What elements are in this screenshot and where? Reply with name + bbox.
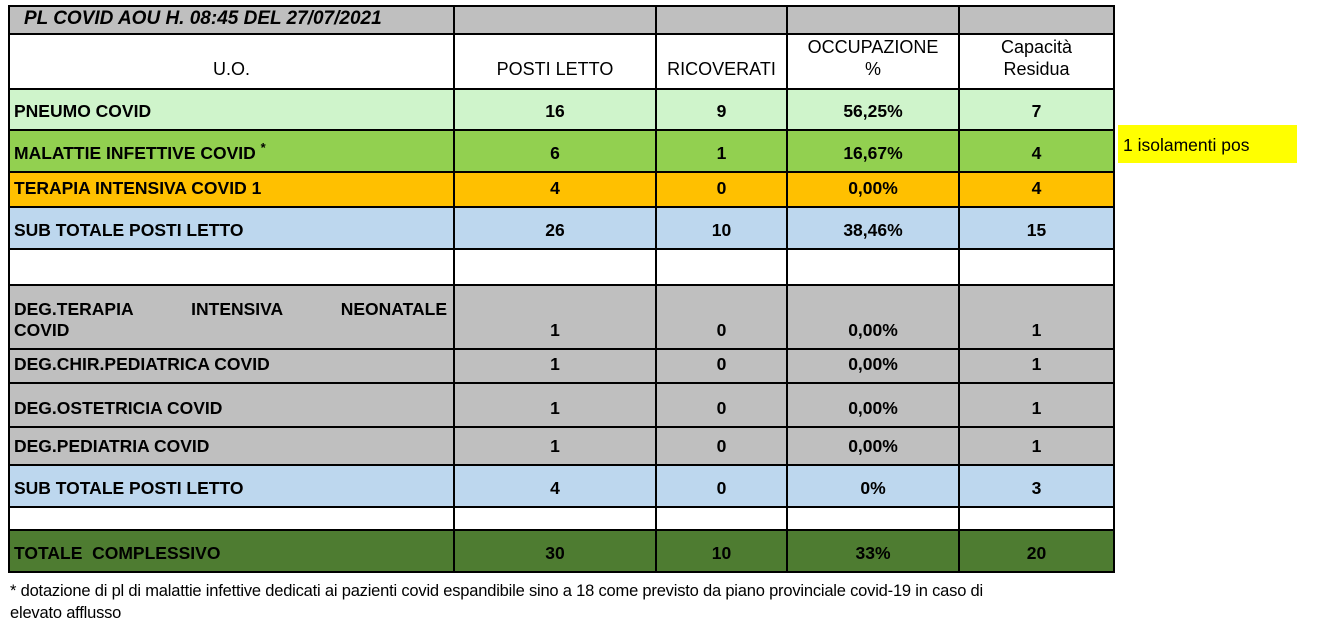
table-footnote: * dotazione di pl di malattie infettive … [10, 582, 983, 622]
occupazione-value: 0,00% [786, 382, 960, 428]
table-row-header: U.O. POSTI LETTO RICOVERATI OCCUPAZIONE … [8, 33, 1115, 90]
posti-letto-value: 1 [453, 426, 657, 466]
ricoverati-value: 10 [655, 206, 788, 250]
capacita-residua-value: 1 [958, 382, 1115, 428]
spacer-cell [958, 506, 1115, 531]
footnote-asterisk: * [260, 140, 266, 156]
table-row-subtotale-2: SUB TOTALE POSTI LETTO 4 0 0% 3 [8, 464, 1115, 508]
covid-beds-table-sheet: PL COVID AOU H. 08:45 DEL 27/07/2021 U.O… [8, 5, 1115, 573]
title-empty-cell [958, 5, 1115, 35]
row-label: MALATTIE INFETTIVE COVID * [8, 129, 455, 173]
table-row-spacer [8, 506, 1115, 531]
column-header-uo: U.O. [8, 33, 455, 90]
posti-letto-value: 4 [453, 171, 657, 208]
posti-letto-value: 1 [453, 284, 657, 350]
occupazione-value: 0,00% [786, 171, 960, 208]
spacer-cell [8, 506, 455, 531]
table-row-malattie-infettive: MALATTIE INFETTIVE COVID * 6 1 16,67% 4 [8, 129, 1115, 173]
occupazione-value: 0,00% [786, 348, 960, 384]
capacita-residua-value: 4 [958, 171, 1115, 208]
posti-letto-value: 16 [453, 88, 657, 131]
spacer-cell [453, 506, 657, 531]
ricoverati-value: 9 [655, 88, 788, 131]
occupazione-value: 0,00% [786, 284, 960, 350]
capacita-residua-value: 1 [958, 284, 1115, 350]
column-header-posti-letto: POSTI LETTO [453, 33, 657, 90]
capacita-residua-value: 1 [958, 348, 1115, 384]
occupazione-value: 0,00% [786, 426, 960, 466]
table-row-pneumo-covid: PNEUMO COVID 16 9 56,25% 7 [8, 88, 1115, 131]
table-row-totale-complessivo: TOTALE COMPLESSIVO 30 10 33% 20 [8, 529, 1115, 573]
occupazione-value: 56,25% [786, 88, 960, 131]
table-row-deg-chir-pediatrica: DEG.CHIR.PEDIATRICA COVID 1 0 0,00% 1 [8, 348, 1115, 384]
ricoverati-value: 0 [655, 348, 788, 384]
row-label: TOTALE COMPLESSIVO [8, 529, 455, 573]
posti-letto-value: 30 [453, 529, 657, 573]
table-row-deg-terapia-neonatale: DEG.TERAPIA INTENSIVA NEONATALE COVID 1 … [8, 284, 1115, 350]
capacita-residua-value: 20 [958, 529, 1115, 573]
ricoverati-value: 0 [655, 426, 788, 466]
ricoverati-value: 0 [655, 382, 788, 428]
spacer-cell [958, 248, 1115, 286]
row-label-text: MALATTIE INFETTIVE COVID [14, 143, 256, 163]
spacer-cell [453, 248, 657, 286]
row-label: DEG.CHIR.PEDIATRICA COVID [8, 348, 455, 384]
posti-letto-value: 4 [453, 464, 657, 508]
ricoverati-value: 0 [655, 464, 788, 508]
spacer-cell [786, 248, 960, 286]
row-label: SUB TOTALE POSTI LETTO [8, 206, 455, 250]
ricoverati-value: 0 [655, 284, 788, 350]
posti-letto-value: 1 [453, 348, 657, 384]
spacer-cell [655, 506, 788, 531]
title-empty-cell [655, 5, 788, 35]
table-row-title: PL COVID AOU H. 08:45 DEL 27/07/2021 [8, 5, 1115, 35]
ricoverati-value: 10 [655, 529, 788, 573]
occupazione-value: 16,67% [786, 129, 960, 173]
ricoverati-value: 0 [655, 171, 788, 208]
column-header-ricoverati: RICOVERATI [655, 33, 788, 90]
capacita-residua-value: 15 [958, 206, 1115, 250]
table-row-spacer [8, 248, 1115, 286]
report-title: PL COVID AOU H. 08:45 DEL 27/07/2021 [8, 5, 455, 35]
occupazione-value: 33% [786, 529, 960, 573]
row-label: PNEUMO COVID [8, 88, 455, 131]
table-row-deg-pediatria: DEG.PEDIATRIA COVID 1 0 0,00% 1 [8, 426, 1115, 466]
ricoverati-value: 1 [655, 129, 788, 173]
occupazione-value: 0% [786, 464, 960, 508]
table-row-terapia-intensiva: TERAPIA INTENSIVA COVID 1 4 0 0,00% 4 [8, 171, 1115, 208]
isolamenti-highlight-note: 1 isolamenti pos [1118, 125, 1297, 163]
covid-beds-table: PL COVID AOU H. 08:45 DEL 27/07/2021 U.O… [8, 5, 1115, 573]
posti-letto-value: 26 [453, 206, 657, 250]
row-label: DEG.PEDIATRIA COVID [8, 426, 455, 466]
table-row-subtotale-1: SUB TOTALE POSTI LETTO 26 10 38,46% 15 [8, 206, 1115, 250]
capacita-residua-value: 7 [958, 88, 1115, 131]
column-header-occupazione: OCCUPAZIONE % [786, 33, 960, 90]
capacita-residua-value: 1 [958, 426, 1115, 466]
spacer-cell [655, 248, 788, 286]
posti-letto-value: 1 [453, 382, 657, 428]
posti-letto-value: 6 [453, 129, 657, 173]
title-empty-cell [786, 5, 960, 35]
spacer-cell [786, 506, 960, 531]
occupazione-value: 38,46% [786, 206, 960, 250]
capacita-residua-value: 3 [958, 464, 1115, 508]
row-label: SUB TOTALE POSTI LETTO [8, 464, 455, 508]
title-empty-cell [453, 5, 657, 35]
column-header-capacita-residua: Capacità Residua [958, 33, 1115, 90]
row-label: TERAPIA INTENSIVA COVID 1 [8, 171, 455, 208]
capacita-residua-value: 4 [958, 129, 1115, 173]
row-label: DEG.OSTETRICIA COVID [8, 382, 455, 428]
row-label: DEG.TERAPIA INTENSIVA NEONATALE COVID [8, 284, 455, 350]
spacer-cell [8, 248, 455, 286]
table-row-deg-ostetricia: DEG.OSTETRICIA COVID 1 0 0,00% 1 [8, 382, 1115, 428]
